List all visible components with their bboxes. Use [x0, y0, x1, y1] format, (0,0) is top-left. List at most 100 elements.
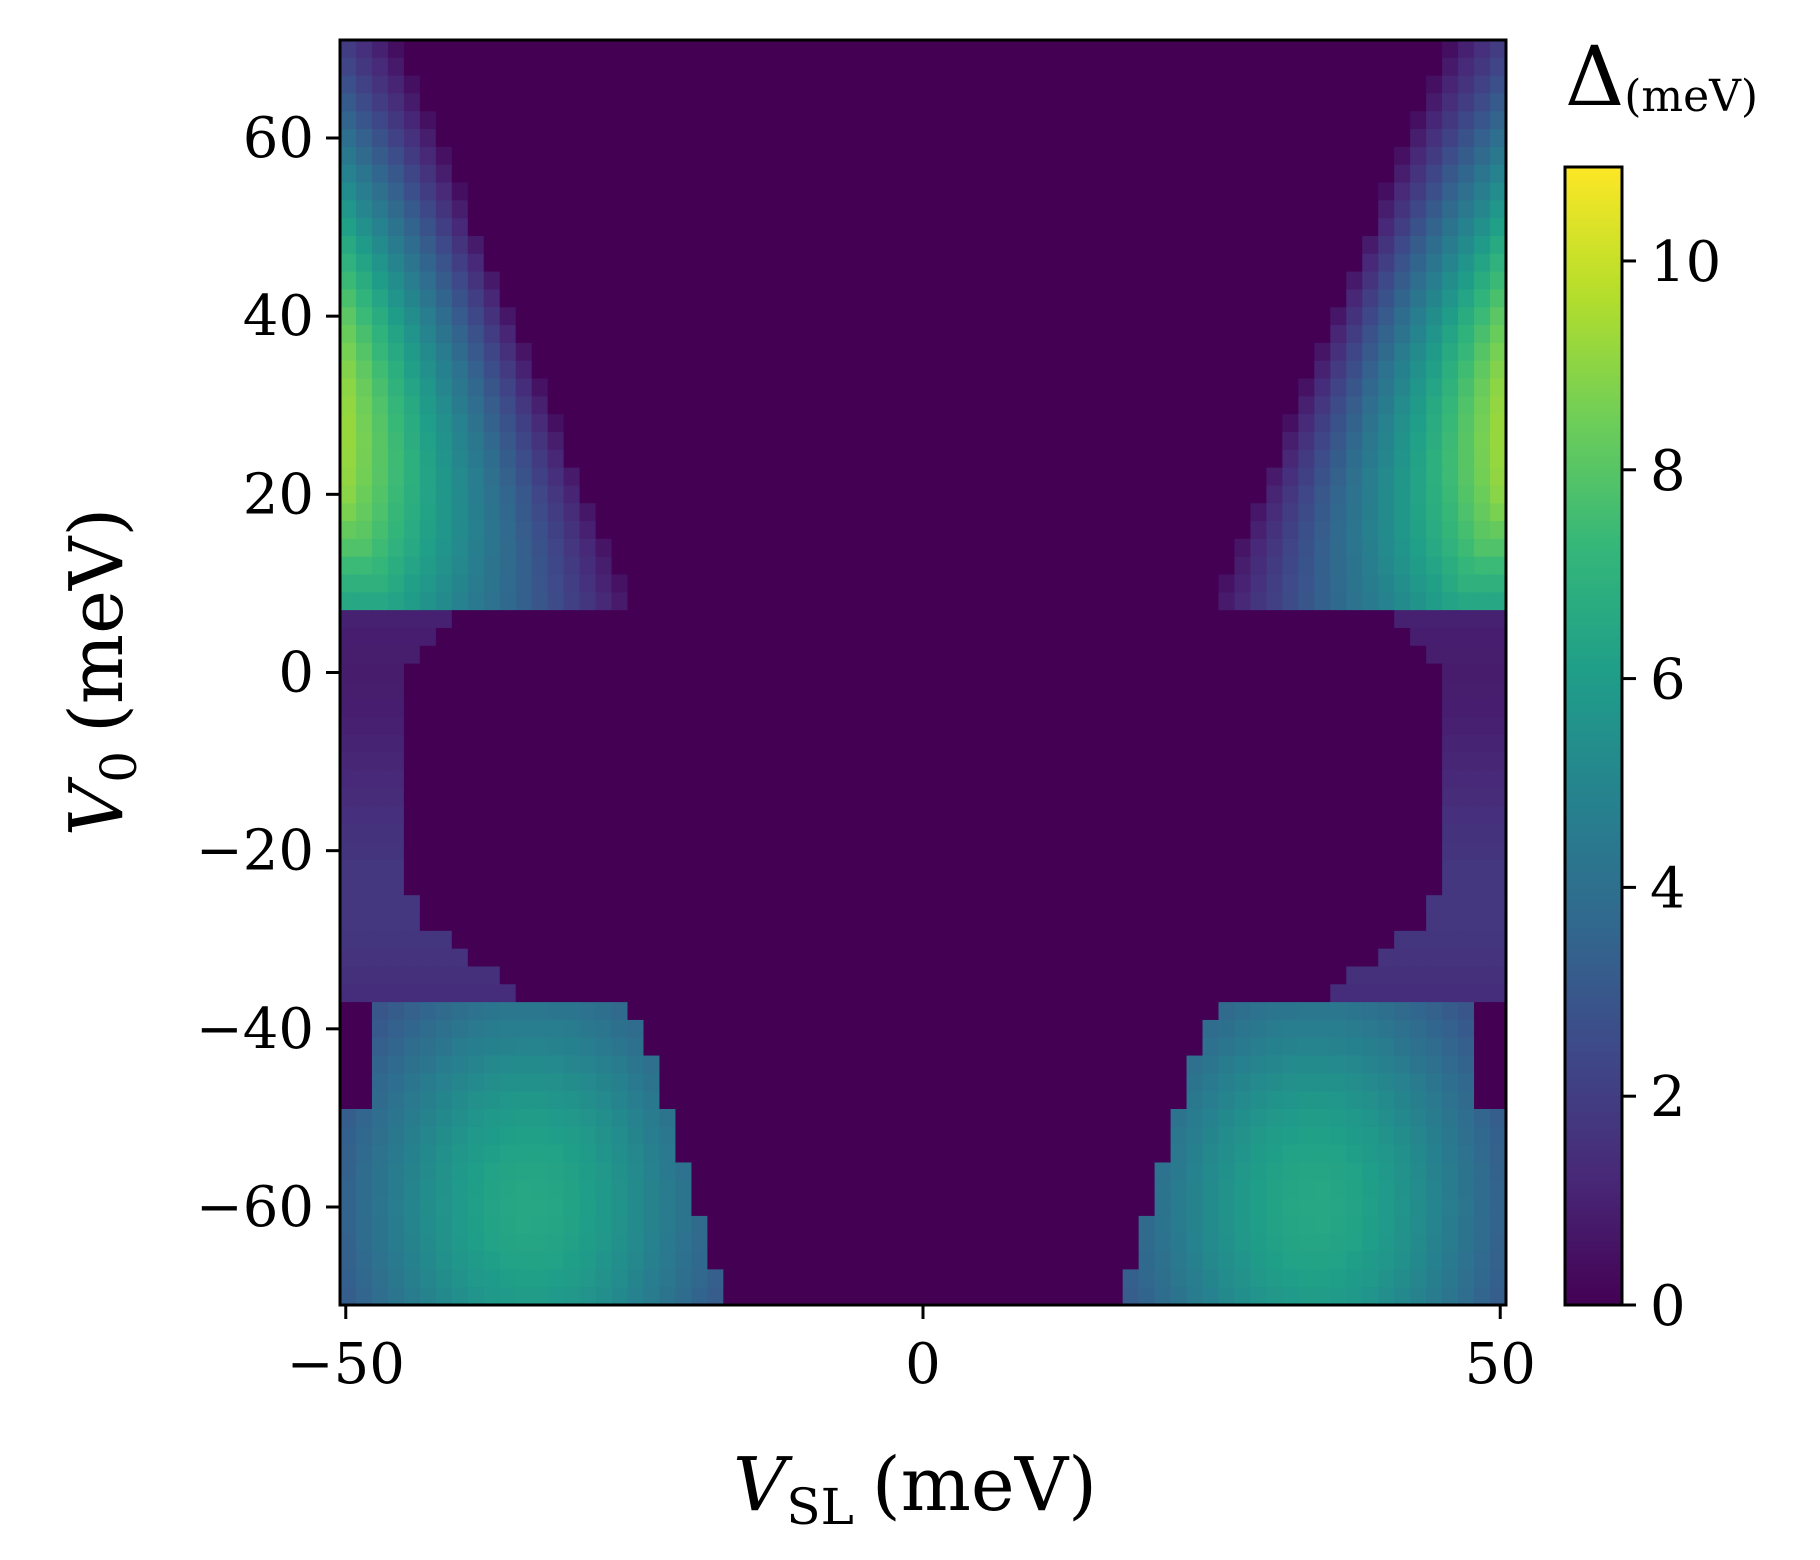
heatmap-cell [659, 235, 677, 255]
heatmap-cell [835, 592, 852, 611]
heatmap-cell [1298, 378, 1315, 397]
heatmap-cell [579, 699, 597, 718]
heatmap-cell [978, 271, 996, 291]
heatmap-cell [787, 663, 804, 683]
heatmap-cell [851, 253, 868, 273]
heatmap-cell [707, 449, 724, 469]
heatmap-cell [1378, 521, 1395, 540]
heatmap-cell [1010, 877, 1028, 896]
heatmap-cell [867, 342, 884, 362]
heatmap-cell [851, 485, 868, 504]
heatmap-cell [1314, 752, 1331, 772]
heatmap-cell [707, 877, 724, 896]
heatmap-cell [771, 111, 788, 130]
heatmap-cell [803, 449, 820, 469]
heatmap-cell [387, 449, 405, 469]
heatmap-cell [915, 521, 932, 540]
heatmap-cell [1314, 966, 1331, 985]
heatmap-cell [819, 1144, 836, 1164]
heatmap-cell [819, 1251, 836, 1270]
heatmap-cell [419, 467, 437, 487]
heatmap-cell [1074, 663, 1092, 683]
heatmap-cell [835, 1073, 852, 1092]
heatmap-cell [1442, 948, 1459, 968]
heatmap-cell [419, 342, 437, 362]
heatmap-cell [1106, 75, 1124, 95]
heatmap-cell [611, 485, 629, 504]
heatmap-cell [1394, 841, 1411, 861]
heatmap-cell [355, 841, 373, 861]
heatmap-cell [1250, 1019, 1268, 1039]
heatmap-cell [1186, 895, 1204, 914]
heatmap-cell [1314, 930, 1331, 950]
heatmap-cell [1426, 111, 1443, 130]
heatmap-cell [1394, 467, 1411, 487]
heatmap-cell [1154, 1109, 1172, 1128]
heatmap-cell [563, 717, 581, 736]
heatmap-cell [1106, 289, 1124, 308]
heatmap-cell [962, 734, 980, 754]
heatmap-cell [340, 342, 357, 362]
heatmap-cell [915, 538, 932, 558]
heatmap-cell [899, 1091, 916, 1110]
heatmap-cell [340, 164, 357, 184]
heatmap-cell [387, 342, 405, 362]
heatmap-cell [739, 378, 756, 397]
heatmap-cell [1026, 289, 1044, 308]
heatmap-cell [1074, 717, 1092, 736]
heatmap-cell [1474, 1162, 1491, 1181]
heatmap-cell [899, 1126, 916, 1146]
heatmap-cell [579, 360, 597, 380]
heatmap-cell [1426, 485, 1443, 504]
heatmap-cell [547, 235, 565, 255]
heatmap-cell [930, 663, 948, 683]
heatmap-cell [531, 966, 549, 985]
heatmap-cell [899, 146, 916, 166]
heatmap-cell [579, 1109, 597, 1128]
heatmap-cell [531, 806, 549, 825]
heatmap-cell [340, 877, 357, 896]
heatmap-cell [579, 895, 597, 914]
heatmap-cell [515, 1162, 533, 1181]
heatmap-cell [851, 325, 868, 344]
heatmap-cell [579, 1233, 597, 1253]
heatmap-cell [946, 485, 964, 504]
heatmap-cell [723, 289, 740, 308]
heatmap-cell [1490, 414, 1507, 433]
heatmap-cell [1346, 859, 1363, 878]
heatmap-cell [579, 877, 597, 896]
heatmap-cell [994, 289, 1012, 308]
heatmap-cell [419, 966, 437, 985]
heatmap-cell [962, 164, 980, 184]
heatmap-cell [387, 574, 405, 593]
heatmap-cell [1442, 57, 1459, 77]
heatmap-cell [340, 645, 357, 665]
heatmap-cell [563, 770, 581, 789]
heatmap-cell [1378, 610, 1395, 629]
heatmap-cell [1026, 271, 1044, 291]
heatmap-cell [1106, 1091, 1124, 1110]
heatmap-cell [1042, 770, 1060, 789]
heatmap-cell [835, 467, 852, 487]
heatmap-cell [627, 521, 645, 540]
heatmap-cell [803, 823, 820, 843]
heatmap-cell [531, 111, 549, 130]
heatmap-cell [1314, 200, 1331, 219]
heatmap-cell [1218, 717, 1236, 736]
heatmap-cell [435, 1144, 453, 1164]
heatmap-cell [771, 823, 788, 843]
heatmap-cell [1090, 681, 1108, 700]
heatmap-cell [1266, 1126, 1283, 1146]
heatmap-cell [515, 360, 533, 380]
heatmap-cell [1106, 627, 1124, 647]
heatmap-cell [962, 592, 980, 611]
heatmap-cell [1266, 574, 1283, 593]
heatmap-cell [819, 1055, 836, 1074]
heatmap-cell [1362, 556, 1379, 576]
heatmap-cell [1026, 1109, 1044, 1128]
heatmap-cell [978, 396, 996, 415]
heatmap-cell [1186, 734, 1204, 754]
heatmap-cell [867, 146, 884, 166]
heatmap-cell [1186, 592, 1204, 611]
heatmap-cell [1218, 414, 1236, 433]
